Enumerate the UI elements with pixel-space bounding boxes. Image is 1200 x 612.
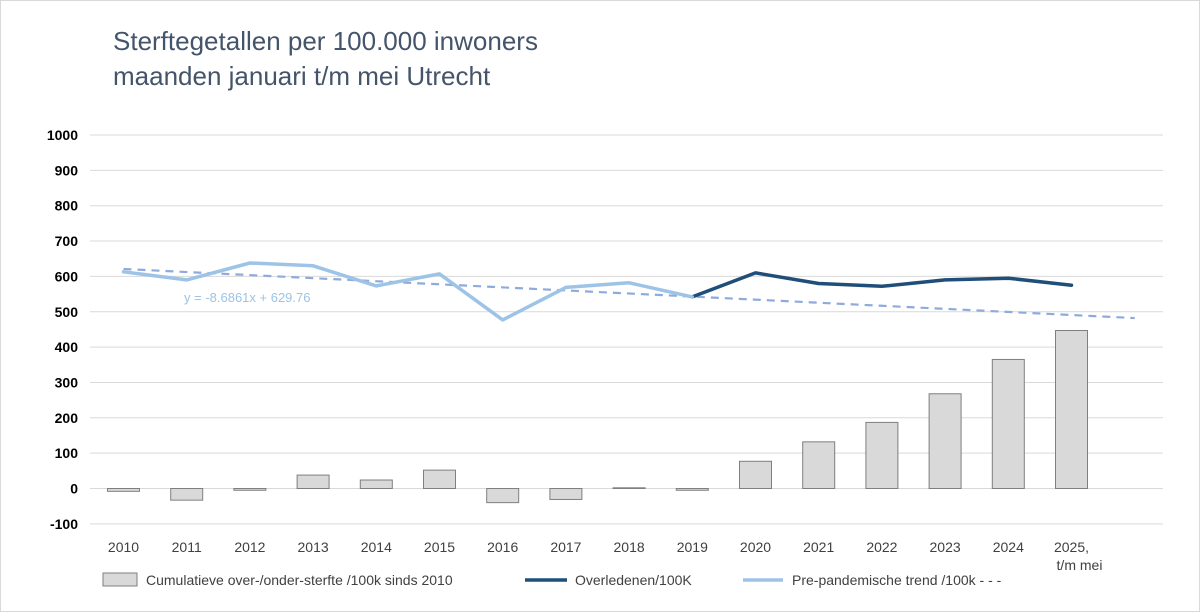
y-tick-label: 700 [55,233,79,249]
x-tick-label: 2016 [487,539,518,555]
legend-label-overledenen: Overledenen/100K [575,572,692,588]
y-axis-ticks: -100 0 100 200 300 400 500 600 700 800 900 1000 [47,127,78,532]
y-tick-label: 600 [55,268,79,284]
x-tick-label: 2015 [424,539,455,555]
bar [612,487,646,489]
bar [675,488,709,491]
bar [170,488,204,501]
y-tick-label: 400 [55,339,79,355]
y-tick-label: 500 [55,304,79,320]
chart-title: Sterftegetallen per 100.000 inwoners maa… [113,24,538,94]
bar [359,479,393,489]
bar [107,488,140,492]
bar [296,474,330,489]
trendline-group: y = -8.6861x + 629.76 [123,267,1135,320]
series-line-pre-pandemic-trend [121,261,695,322]
bar-series [107,329,1088,504]
legend: Cumulatieve over-/onder-sterfte /100k si… [102,572,1002,588]
bar [486,488,520,504]
legend-label-bars: Cumulatieve over-/onder-sterfte /100k si… [146,572,453,588]
y-tick-label: 800 [55,198,79,214]
legend-swatch-bars [102,572,138,587]
x-tick-label: 2023 [930,539,961,555]
y-tick-label: 0 [70,481,78,497]
x-tick-label: 2018 [614,539,645,555]
chart-title-line-2: maanden januari t/m mei Utrecht [113,61,491,91]
line-series [121,261,1074,322]
y-tick-label: 300 [55,374,79,390]
bar [1055,329,1088,489]
bar [423,469,456,490]
x-tick-label: 2014 [361,539,392,555]
chart-title-line-1: Sterftegetallen per 100.000 inwoners [113,26,538,56]
x-tick-label: 2017 [550,539,581,555]
bar [549,488,583,500]
x-tick-label: 2012 [234,539,265,555]
legend-label-trend: Pre-pandemische trend /100k - - - [792,572,1002,588]
x-tick-label: t/m mei [1057,557,1103,573]
trendline-equation: y = -8.6861x + 629.76 [184,290,310,305]
trendline [123,267,1135,320]
y-tick-label: 1000 [47,127,78,143]
bar [739,460,772,489]
bar [928,393,962,489]
x-tick-label: 2020 [740,539,771,555]
x-tick-label: 2013 [298,539,329,555]
y-tick-label: -100 [50,516,78,532]
x-tick-label: 2021 [803,539,834,555]
series-line-overledenen [690,271,1074,299]
y-tick-label: 200 [55,410,79,426]
bar [233,488,267,491]
bar [991,358,1025,489]
x-tick-label: 2024 [993,539,1024,555]
x-tick-label: 2010 [108,539,139,555]
x-axis-ticks: 2010 2011 2012 2013 2014 2015 2016 2017 2018 2019… [108,539,1103,573]
x-tick-label: 2025, [1054,539,1089,555]
y-tick-label: 100 [55,445,79,461]
y-tick-label: 900 [55,162,79,178]
bar [865,421,899,490]
x-tick-label: 2022 [866,539,897,555]
bar [802,441,836,490]
x-tick-label: 2019 [677,539,708,555]
x-tick-label: 2011 [172,539,202,555]
